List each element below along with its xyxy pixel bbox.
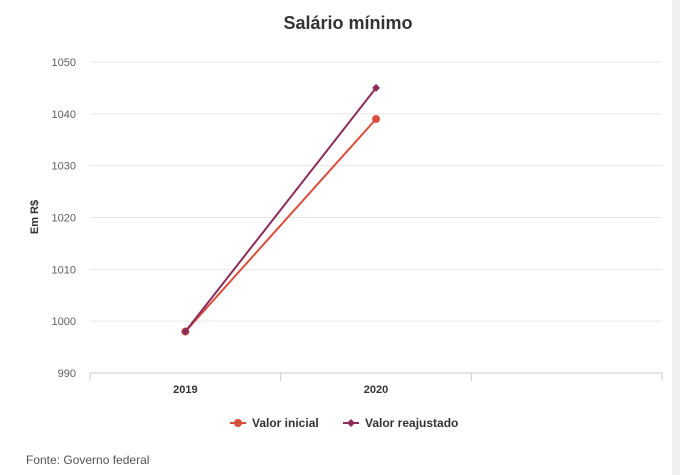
- legend-marker: [234, 419, 242, 427]
- x-tick-label: 2020: [364, 384, 388, 396]
- y-tick-label: 1000: [52, 316, 76, 328]
- y-tick-label: 1020: [52, 213, 76, 225]
- y-tick-label: 1010: [52, 264, 76, 276]
- data-point: [372, 115, 381, 124]
- data-point: [181, 327, 190, 336]
- gridlines: [90, 61, 662, 322]
- series-group: [181, 83, 381, 336]
- chart-title: Salário mínimo: [283, 13, 412, 33]
- right-edge-strip: [672, 0, 680, 475]
- series-line-1: [184, 87, 377, 333]
- y-axis-ticks: 990 1000 1010 1020 1030 1040 1050: [52, 57, 76, 380]
- x-axis: 2019 2020: [89, 372, 663, 396]
- legend-label: Valor reajustado: [365, 416, 458, 430]
- y-axis-title: Em R$: [29, 200, 41, 234]
- y-tick-label: 1030: [52, 161, 76, 173]
- data-point: [372, 83, 381, 92]
- source-note: Fonte: Governo federal: [26, 453, 150, 467]
- legend: Valor inicial Valor reajustado: [230, 416, 458, 430]
- series-line-0: [184, 118, 377, 333]
- x-tick-label: 2019: [173, 384, 197, 396]
- y-tick-label: 1040: [52, 109, 76, 121]
- legend-marker: [347, 419, 355, 427]
- y-tick-label: 1050: [52, 57, 76, 69]
- legend-label: Valor inicial: [252, 416, 319, 430]
- y-tick-label: 990: [58, 368, 76, 380]
